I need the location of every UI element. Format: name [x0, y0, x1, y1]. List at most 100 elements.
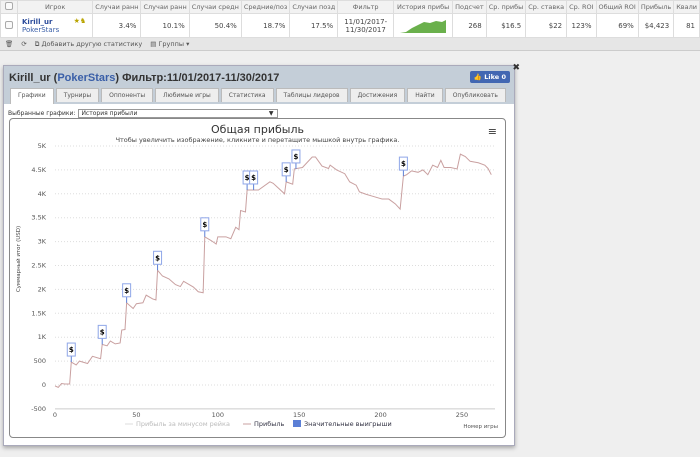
filter-text: Фильтр:11/01/2017-11/30/2017 [122, 72, 280, 84]
site-link[interactable]: PokerStars [22, 25, 60, 34]
big-win-label: $ [294, 153, 299, 161]
row-checkbox[interactable] [0, 13, 18, 38]
stats-table: Игрок Случаи ранн Случаи ранн Случаи средн С… [0, 0, 700, 38]
cell: 123% [566, 13, 597, 38]
y-tick-label: 0 [42, 381, 46, 389]
profit-sparkline [393, 13, 454, 38]
big-win-flag [153, 250, 163, 265]
x-tick-label: 150 [293, 411, 305, 419]
tab-1[interactable]: Турниры [55, 88, 100, 102]
add-stat-button[interactable]: ⧉ Добавить другую статистику [34, 39, 143, 48]
y-tick-label: 5K [38, 142, 47, 150]
cell: 10.1% [140, 13, 190, 38]
player-link[interactable]: Kirill_ur [22, 17, 53, 26]
refresh-icon[interactable]: ⟳ [21, 40, 27, 48]
chart-svg: -500 0 500 1K 1.5K 2K 2.5K 3K 3.5K 4K 4.5K 5K 0 50 100… [15, 142, 498, 430]
trash-icon[interactable]: 🗑 [5, 40, 14, 48]
big-win-flag [97, 324, 107, 339]
column-header[interactable]: Игрок [16, 0, 94, 14]
column-header[interactable]: Случаи позд [289, 0, 339, 14]
column-header[interactable]: Средние/поз [240, 0, 291, 14]
dialog-title: Kirill_ur (PokerStars) Фильтр:11/01/2017… [9, 72, 280, 84]
legend-profit: Прибыль [254, 420, 285, 428]
big-win-flag [249, 170, 259, 185]
groups-label: Группы [158, 40, 184, 48]
y-tick-label: 3K [38, 238, 47, 246]
x-tick-label: 200 [374, 411, 386, 419]
y-tick-label: 4K [38, 190, 47, 198]
big-win-flag [122, 283, 132, 298]
column-header[interactable]: Случаи средн [188, 0, 242, 14]
big-win-label: $ [155, 254, 160, 262]
column-header[interactable]: Ср. ROI [566, 0, 597, 14]
big-win-flag [281, 162, 291, 177]
tab-2[interactable]: Оппоненты [101, 88, 154, 102]
tab-6[interactable]: Достижения [349, 88, 406, 102]
profit-chart[interactable]: Общая прибыль Чтобы увеличить изображени… [9, 118, 506, 438]
table-toolbar: 🗑 ⟳ ⧉ Добавить другую статистику ▤ Групп… [0, 38, 700, 51]
tab-0[interactable]: Графики [10, 88, 54, 104]
groups-button[interactable]: ▤ Группы ▾ [150, 40, 190, 48]
player-dialog: Kirill_ur (PokerStars) Фильтр:11/01/2017… [3, 63, 520, 446]
column-header[interactable]: Прибыль [637, 0, 675, 14]
y-tick-label: 1.5K [31, 309, 46, 317]
cell: 268 [452, 13, 487, 38]
tab-8[interactable]: Опубликовать [444, 88, 506, 102]
select-value: История прибыли [81, 110, 138, 117]
tab-4[interactable]: Статистика [220, 88, 274, 102]
big-win-label: $ [245, 174, 250, 182]
like-label: Like 0 [484, 73, 506, 81]
tab-5[interactable]: Таблицы лидеров [275, 88, 348, 102]
big-win-label: $ [100, 328, 105, 336]
chart-subtitle: Чтобы увеличить изображение, кликните и … [115, 136, 400, 144]
legend-bigwin: Значительные выигрыши [304, 420, 392, 428]
y-tick-label: 4.5K [31, 166, 46, 174]
column-header[interactable]: Фильтр [337, 0, 395, 14]
profit-line [54, 153, 492, 388]
column-header[interactable]: Общий ROI [595, 0, 639, 14]
big-win-flag [66, 342, 76, 357]
tab-bar: Графики Турниры Оппоненты Любимые игры Стати… [10, 88, 506, 104]
cell: $16.5 [485, 13, 527, 38]
big-win-label: $ [284, 166, 289, 174]
x-tick-label: 0 [53, 411, 57, 419]
y-tick-label: 3.5K [31, 214, 46, 222]
y-axis-label: Суммарный итог (USD) [15, 226, 22, 292]
legend-bigwin-swatch [293, 420, 301, 427]
big-win-label: $ [202, 221, 207, 229]
cell: 50.4% [188, 13, 242, 38]
column-header[interactable]: История прибы [393, 0, 454, 14]
column-header[interactable]: Ср. прибы [485, 0, 527, 14]
cell: $4,423 [637, 13, 675, 38]
player-cell[interactable]: Kirill_ur PokerStars ★♞ [16, 13, 94, 38]
big-win-label: $ [69, 346, 74, 354]
select-label: Выбранные графики: [8, 110, 76, 117]
cell: 3.4% [92, 13, 142, 38]
table-header-row: Игрок Случаи ранн Случаи ранн Случаи средн С… [0, 0, 700, 14]
add-stat-label: Добавить другую статистику [41, 39, 143, 48]
y-tick-label: 2K [38, 285, 47, 293]
tab-7[interactable]: Найти [407, 88, 443, 102]
cell: 17.5% [289, 13, 339, 38]
player-name: Kirill_ur [9, 72, 51, 84]
site-link[interactable]: PokerStars [57, 72, 116, 84]
cell: 81 [673, 13, 700, 38]
close-icon[interactable]: ✖ [512, 63, 520, 73]
chart-title: Общая прибыль [211, 123, 304, 136]
filter-cell: 11/01/2017-11/30/2017 [337, 13, 395, 38]
x-tick-label: 100 [212, 411, 224, 419]
column-header[interactable]: Случаи ранн [92, 0, 142, 14]
chart-select[interactable]: История прибыли ▼ [78, 109, 279, 118]
table-row[interactable]: Kirill_ur PokerStars ★♞ 3.4% 10.1% 50.4%… [0, 13, 700, 38]
award-icons: ★♞ [73, 17, 87, 25]
select-all-checkbox[interactable] [0, 0, 18, 14]
big-win-label: $ [251, 174, 256, 182]
column-header[interactable]: Случаи ранн [140, 0, 190, 14]
tab-3[interactable]: Любимые игры [155, 88, 219, 102]
legend-rake: Прибыль за минусом рейка [136, 420, 230, 428]
column-header[interactable]: Квали [673, 0, 700, 14]
column-header[interactable]: Ср. ставка [525, 0, 568, 14]
column-header[interactable]: Подсчет [452, 0, 487, 14]
menu-icon[interactable]: ≡ [487, 125, 497, 138]
like-button[interactable]: 👍 Like 0 [469, 71, 510, 83]
